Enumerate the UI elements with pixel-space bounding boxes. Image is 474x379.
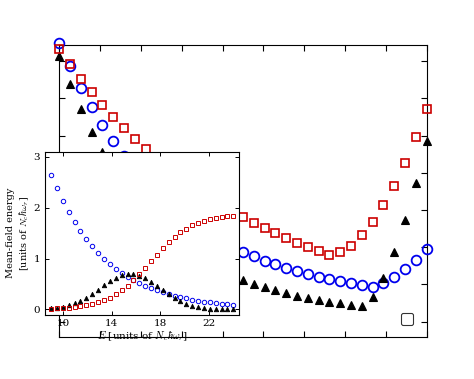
Y-axis label: Mean-field energy
[units of $N_c\hbar\omega_r$]: Mean-field energy [units of $N_c\hbar\om… <box>6 188 31 278</box>
X-axis label: $E$ [units of $N_c\hbar\omega_r$]: $E$ [units of $N_c\hbar\omega_r$] <box>97 330 188 343</box>
Legend:  <box>401 313 413 325</box>
